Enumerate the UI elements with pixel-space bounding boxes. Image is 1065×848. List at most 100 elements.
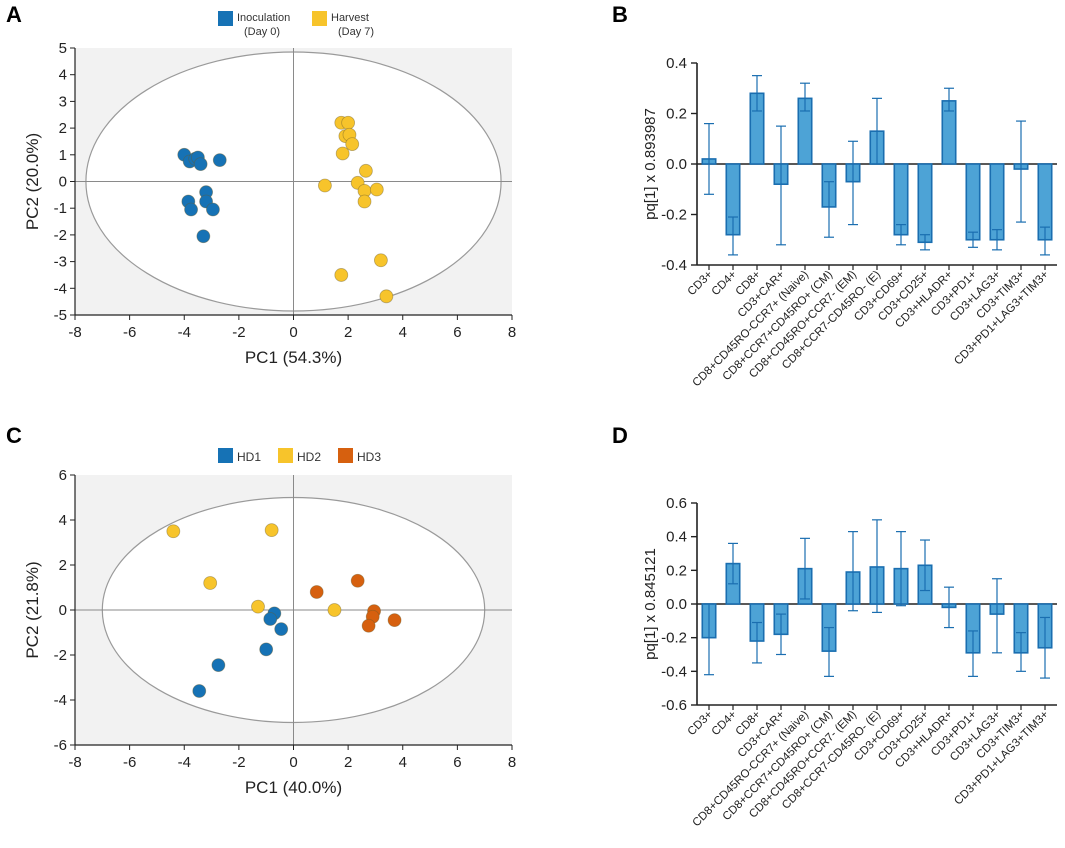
legend-label: HD2 [297,450,321,464]
data-point-inoculation-day-0-11 [196,229,211,244]
y-tick-label: 6 [59,467,67,484]
x-tick-label: -2 [232,324,245,341]
y-tick-label: 0.6 [666,495,687,512]
data-point-harvest-day-7-14 [379,289,394,304]
y-tick-label: -3 [54,254,67,271]
data-point-hd3-4 [361,618,376,633]
data-point-hd3-0 [309,585,324,599]
data-point-inoculation-day-0-10 [206,202,220,217]
y-tick-label: -2 [54,227,67,244]
bar-12 [989,163,1005,241]
y-tick-label: 0.0 [666,156,687,173]
x-tick-label: 4 [399,324,407,341]
panel-b-bar-chart: -0.4 -0.2 0.0 0.2 0.4 pq[1] x 0.893987 CD3+CD4… [642,55,1057,389]
y-tick-label: 0 [59,174,67,191]
data-point-harvest-day-7-6 [358,163,373,178]
y-tick-label: -6 [54,737,67,754]
x-tick-label: 2 [344,324,352,341]
x-tick-label: CD4+ [710,708,740,738]
x-tick-label: -6 [123,324,136,341]
y-tick-label: -5 [54,307,67,324]
panel-label-d: D [612,423,628,448]
x-tick-label: 6 [453,754,461,771]
x-tick-label: 4 [399,754,407,771]
x-tick-label: 2 [344,754,352,771]
y-tick-label: -0.2 [661,207,687,224]
legend-swatch-1 [278,448,293,463]
x-tick-label: 8 [508,754,516,771]
data-point-hd1-1 [263,612,278,626]
y-tick-label: 4 [59,512,67,529]
data-point-inoculation-day-0-5 [212,153,227,168]
data-point-hd3-5 [387,613,402,628]
y-tick-label: 2 [59,557,67,574]
y-axis-label: pq[1] x 0.845121 [642,548,659,660]
y-tick-label: 5 [59,40,67,57]
legend-sublabel: (Day 7) [338,26,374,38]
data-point-harvest-day-7-11 [357,194,372,209]
legend-swatch-2 [338,448,353,463]
y-tick-label: 2 [59,120,67,137]
panel-a-scatter: -8 -6 -4 -2 0 2 4 6 8 -5 -4 -3 -2 -1 0 1 2 3 4 5 PC1 (54.3%)… [23,11,516,367]
data-point-hd1-2 [274,622,289,637]
legend-label: Inoculation [237,12,290,24]
y-tick-label: 0.2 [666,562,687,579]
x-tick-label: 0 [289,754,297,771]
x-tick-label: -4 [178,754,191,771]
legend-label: HD3 [357,450,381,464]
legend-sublabel: (Day 0) [244,26,280,38]
x-tick-label: CD3+ [686,708,716,738]
x-tick-label: CD4+ [710,268,740,298]
y-axis-label: pq[1] x 0.893987 [642,108,659,220]
legend-swatch-1 [312,11,327,26]
bar-11 [965,163,981,241]
y-tick-label: 0.2 [666,106,687,123]
data-point-harvest-day-7-7 [318,178,332,193]
y-tick-label: -0.2 [661,630,687,647]
y-tick-label: -4 [54,280,67,297]
panel-label-b: B [612,2,628,27]
data-point-hd1-4 [211,658,226,673]
data-point-harvest-day-7-4 [345,137,360,152]
y-tick-label: 0 [59,602,67,619]
x-tick-label: 6 [453,324,461,341]
y-tick-label: -1 [54,200,67,217]
data-point-hd3-1 [350,573,365,588]
y-axis-label: PC2 (20.0%) [23,133,42,230]
data-point-hd2-3 [251,599,265,614]
panel-label-a: A [6,2,22,27]
x-tick-label: -4 [178,324,191,341]
y-tick-label: -2 [54,647,67,664]
data-point-hd2-0 [166,524,181,539]
x-tick-label: -8 [68,324,81,341]
data-point-harvest-day-7-12 [373,253,388,268]
panel-d-bar-chart: -0.6 -0.4 -0.2 0.0 0.2 0.4 0.6 pq[1] x 0.845121… [642,495,1057,829]
x-tick-label: -6 [123,754,136,771]
y-tick-label: 0.4 [666,529,687,546]
x-tick-label: CD3+ [686,268,716,298]
data-point-hd2-1 [264,523,279,538]
y-tick-label: -0.6 [661,697,687,714]
legend-swatch-0 [218,11,233,26]
x-tick-label: 8 [508,324,516,341]
data-point-harvest-day-7-1 [341,115,356,130]
data-point-harvest-day-7-13 [334,268,349,282]
legend-label: HD1 [237,450,261,464]
y-tick-label: -0.4 [661,257,687,274]
y-tick-label: -0.4 [661,663,687,680]
y-tick-label: -4 [54,692,67,709]
y-tick-label: 0.4 [666,55,687,72]
y-tick-label: 1 [59,147,67,164]
y-axis-label: PC2 (21.8%) [23,561,42,658]
x-tick-label: -8 [68,754,81,771]
data-point-hd1-3 [259,642,274,657]
x-axis-label: PC1 (40.0%) [245,778,342,797]
data-point-hd1-5 [192,684,207,698]
panel-label-c: C [6,423,22,448]
y-tick-label: 0.0 [666,596,687,613]
bar-9 [917,163,933,244]
data-point-inoculation-day-0-4 [193,157,208,172]
y-tick-label: 3 [59,93,67,110]
